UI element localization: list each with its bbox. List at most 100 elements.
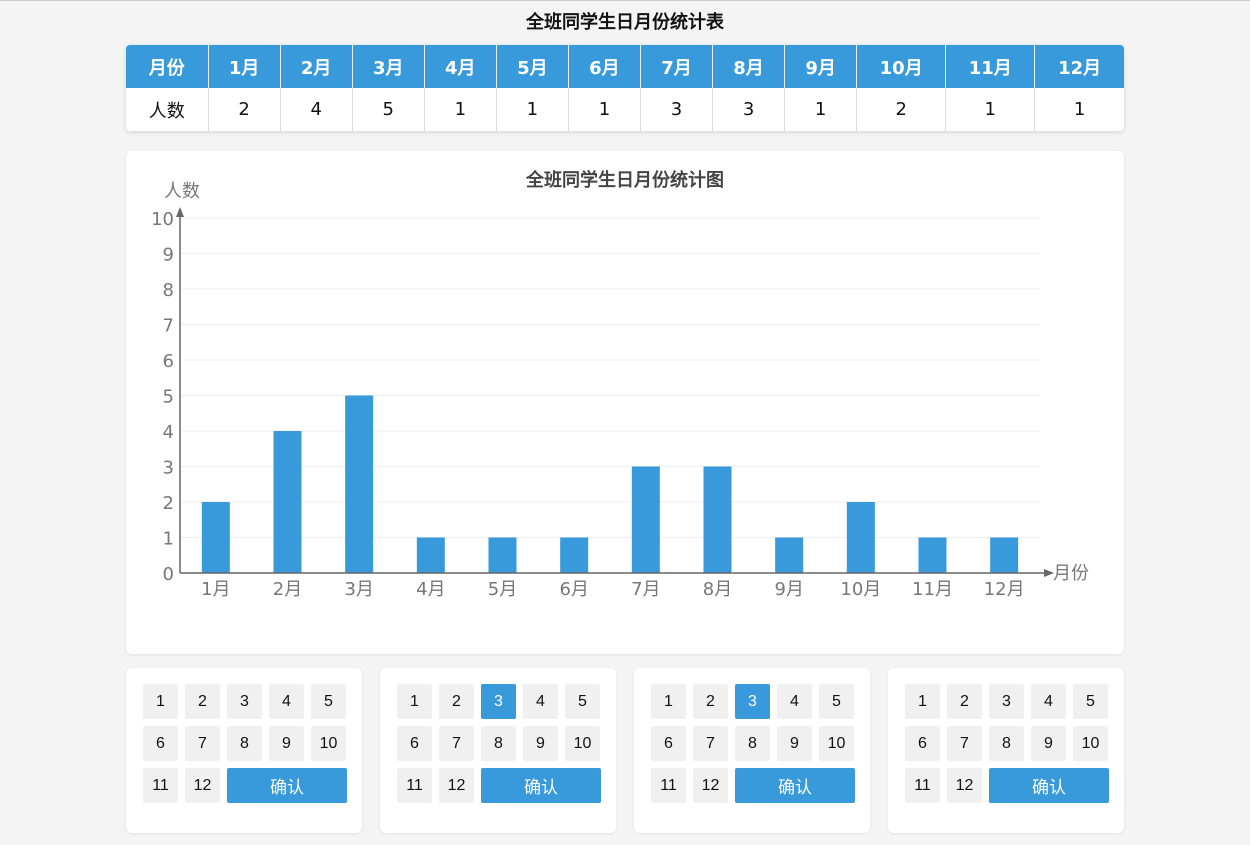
month-key-2[interactable]: 2 — [439, 684, 474, 719]
month-key-1[interactable]: 1 — [397, 684, 432, 719]
count-cell: 4 — [280, 88, 353, 131]
count-cell: 3 — [712, 88, 786, 131]
month-key-11[interactable]: 11 — [143, 768, 178, 803]
count-cell: 5 — [352, 88, 425, 131]
y-tick-label: 1 — [163, 529, 174, 550]
month-key-8[interactable]: 8 — [735, 726, 770, 761]
bar — [846, 502, 875, 573]
x-tick-label: 9月 — [774, 579, 803, 600]
y-axis-arrow — [176, 207, 184, 217]
month-key-10[interactable]: 10 — [311, 726, 346, 761]
confirm-button[interactable]: 确认 — [227, 768, 347, 803]
month-key-9[interactable]: 9 — [523, 726, 558, 761]
month-key-4[interactable]: 4 — [269, 684, 304, 719]
month-key-3[interactable]: 3 — [481, 684, 516, 719]
month-key-6[interactable]: 6 — [397, 726, 432, 761]
month-key-7[interactable]: 7 — [693, 726, 728, 761]
bar — [775, 537, 804, 573]
header-cell: 4月 — [424, 45, 497, 88]
bar — [631, 466, 660, 573]
month-key-8[interactable]: 8 — [227, 726, 262, 761]
month-key-6[interactable]: 6 — [905, 726, 940, 761]
count-cell: 3 — [640, 88, 714, 131]
month-key-5[interactable]: 5 — [311, 684, 346, 719]
x-tick-label: 2月 — [273, 579, 302, 600]
x-tick-label: 7月 — [631, 579, 660, 600]
month-key-11[interactable]: 11 — [905, 768, 940, 803]
header-cell: 11月 — [945, 45, 1036, 88]
y-tick-label: 4 — [163, 422, 174, 443]
month-key-4[interactable]: 4 — [1031, 684, 1066, 719]
month-key-3[interactable]: 3 — [989, 684, 1024, 719]
month-key-9[interactable]: 9 — [269, 726, 304, 761]
month-key-7[interactable]: 7 — [439, 726, 474, 761]
x-axis-arrow — [1044, 569, 1054, 577]
count-cell: 1 — [945, 88, 1036, 131]
header-cell: 9月 — [784, 45, 858, 88]
count-cell: 1 — [568, 88, 641, 131]
header-cell: 8月 — [712, 45, 786, 88]
bar — [990, 537, 1019, 573]
confirm-button[interactable]: 确认 — [481, 768, 601, 803]
month-key-10[interactable]: 10 — [565, 726, 600, 761]
x-tick-label: 5月 — [488, 579, 517, 600]
month-key-12[interactable]: 12 — [693, 768, 728, 803]
month-key-10[interactable]: 10 — [1073, 726, 1108, 761]
month-key-10[interactable]: 10 — [819, 726, 854, 761]
table-row: 人数 2 4 5 1 1 1 3 3 1 2 1 1 — [126, 88, 1124, 131]
month-key-5[interactable]: 5 — [1073, 684, 1108, 719]
header-cell: 5月 — [496, 45, 569, 88]
x-axis-label: 月份 — [1053, 563, 1089, 584]
month-key-2[interactable]: 2 — [693, 684, 728, 719]
month-key-12[interactable]: 12 — [947, 768, 982, 803]
row-label: 人数 — [126, 88, 209, 131]
x-tick-label: 11月 — [912, 579, 953, 600]
month-key-2[interactable]: 2 — [947, 684, 982, 719]
month-picker-1: 1 2 3 4 5 6 7 8 9 10 11 12 确认 — [126, 668, 362, 833]
count-cell: 2 — [208, 88, 281, 131]
bar — [273, 431, 302, 573]
month-key-7[interactable]: 7 — [185, 726, 220, 761]
bar — [416, 537, 445, 573]
table-header-row: 月份 1月 2月 3月 4月 5月 6月 7月 8月 9月 10月 11月 12月 — [126, 45, 1124, 88]
month-key-11[interactable]: 11 — [397, 768, 432, 803]
month-key-8[interactable]: 8 — [481, 726, 516, 761]
bar — [201, 502, 230, 573]
month-key-8[interactable]: 8 — [989, 726, 1024, 761]
month-key-3[interactable]: 3 — [227, 684, 262, 719]
count-cell: 1 — [424, 88, 497, 131]
chart-title: 全班同学生日月份统计图 — [525, 169, 724, 191]
month-key-2[interactable]: 2 — [185, 684, 220, 719]
y-tick-label: 2 — [163, 493, 174, 514]
month-key-12[interactable]: 12 — [185, 768, 220, 803]
month-key-4[interactable]: 4 — [777, 684, 812, 719]
month-key-6[interactable]: 6 — [143, 726, 178, 761]
chart-card: 全班同学生日月份统计图 0 1 2 3 4 5 6 7 8 9 10 1月 2月 3月 4月 5月 6月 7月 8月 9… — [126, 151, 1124, 654]
y-tick-label: 0 — [163, 564, 174, 585]
table-title: 全班同学生日月份统计表 — [526, 12, 724, 33]
header-cell: 1月 — [208, 45, 281, 88]
month-key-5[interactable]: 5 — [819, 684, 854, 719]
month-key-6[interactable]: 6 — [651, 726, 686, 761]
month-key-12[interactable]: 12 — [439, 768, 474, 803]
x-tick-label: 3月 — [344, 579, 373, 600]
count-cell: 1 — [784, 88, 858, 131]
x-tick-label: 12月 — [984, 579, 1025, 600]
month-key-1[interactable]: 1 — [143, 684, 178, 719]
month-key-5[interactable]: 5 — [565, 684, 600, 719]
confirm-button[interactable]: 确认 — [989, 768, 1109, 803]
month-picker-3: 1 2 3 4 5 6 7 8 9 10 11 12 确认 — [634, 668, 870, 833]
month-key-7[interactable]: 7 — [947, 726, 982, 761]
bar-chart: 全班同学生日月份统计图 0 1 2 3 4 5 6 7 8 9 10 1月 2月 3月 4月 5月 6月 7月 8月 9… — [151, 169, 1089, 600]
month-key-1[interactable]: 1 — [905, 684, 940, 719]
month-key-9[interactable]: 9 — [777, 726, 812, 761]
month-key-3[interactable]: 3 — [735, 684, 770, 719]
header-cell: 6月 — [568, 45, 641, 88]
y-tick-label: 8 — [163, 280, 174, 301]
confirm-button[interactable]: 确认 — [735, 768, 855, 803]
month-key-4[interactable]: 4 — [523, 684, 558, 719]
month-key-9[interactable]: 9 — [1031, 726, 1066, 761]
month-key-1[interactable]: 1 — [651, 684, 686, 719]
month-key-11[interactable]: 11 — [651, 768, 686, 803]
x-tick-label: 4月 — [416, 579, 445, 600]
